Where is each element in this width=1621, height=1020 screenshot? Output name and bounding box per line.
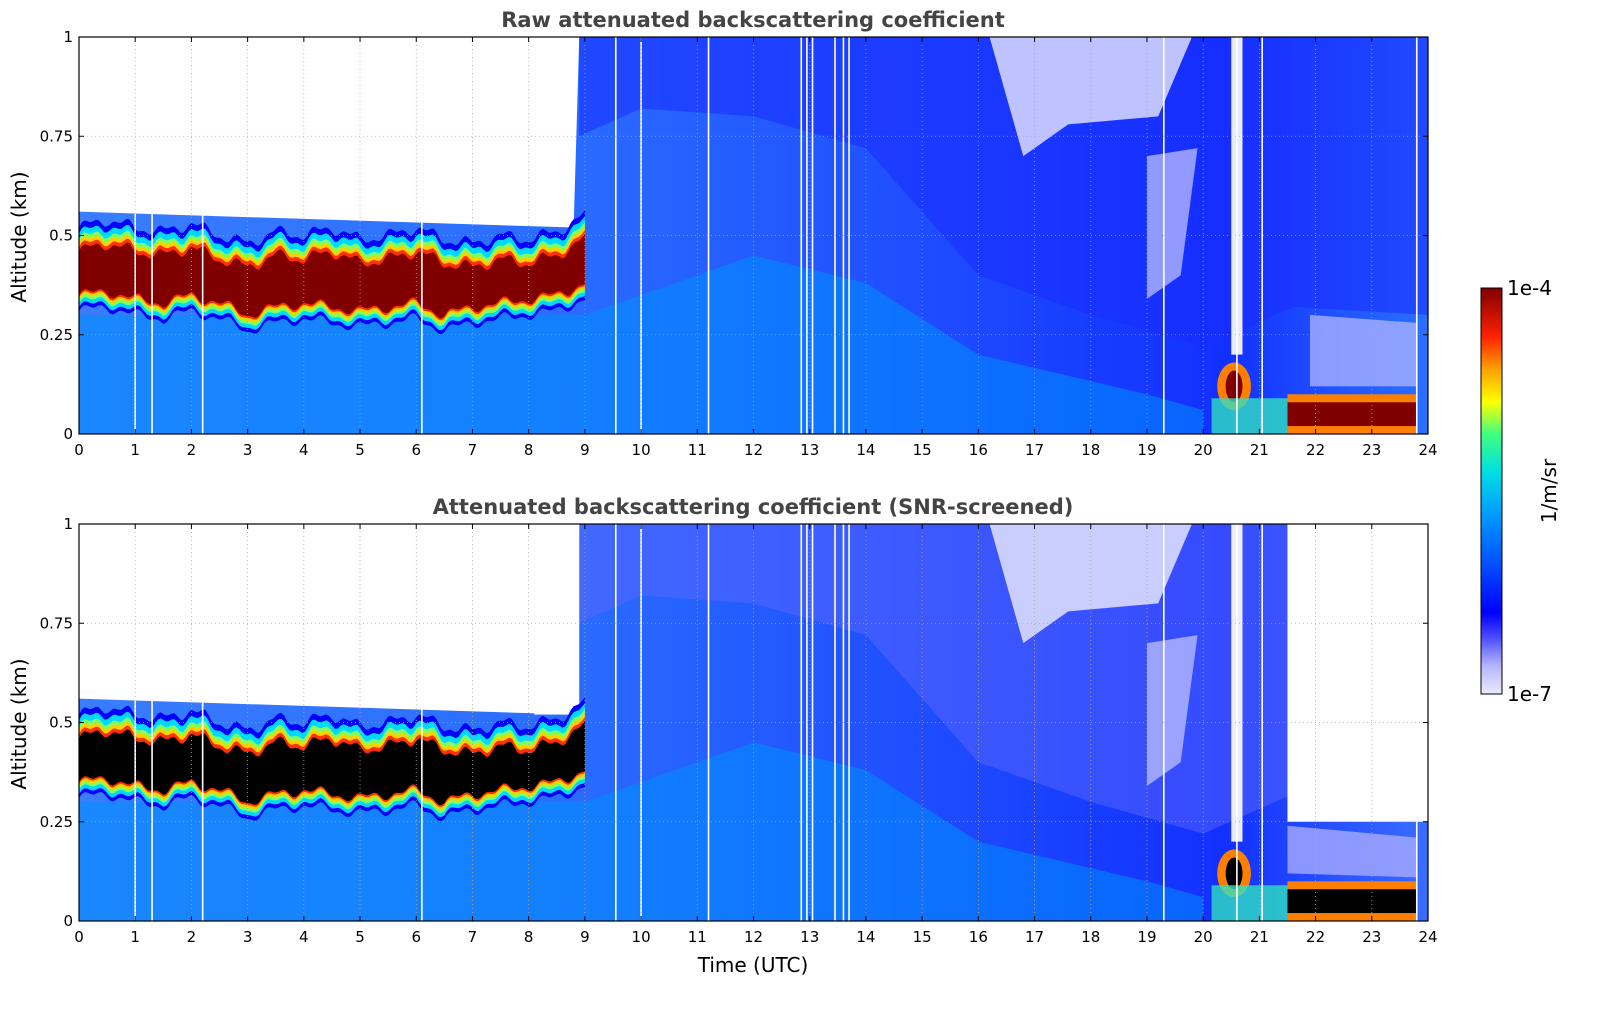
snr-screened-panel: Attenuated backscattering coefficient (S… xyxy=(7,495,1438,977)
colorbar-gradient xyxy=(1480,287,1503,695)
fog-blob xyxy=(1225,370,1243,403)
x-tick-label: 7 xyxy=(468,928,478,946)
colorbar-max-label: 1e-4 xyxy=(1507,276,1552,300)
x-tick-label: 0 xyxy=(74,441,84,459)
x-tick-label: 24 xyxy=(1418,441,1437,459)
x-tick-label: 21 xyxy=(1250,928,1269,946)
layer-core xyxy=(79,233,585,319)
x-tick-label: 9 xyxy=(580,928,590,946)
no-data-region xyxy=(534,524,580,715)
x-tick-label: 0 xyxy=(74,928,84,946)
y-tick-label: 0.75 xyxy=(40,614,73,632)
clear-region xyxy=(1287,825,1417,878)
y-tick-label: 1 xyxy=(63,28,73,46)
no-data-region xyxy=(1287,524,1428,822)
x-tick-label: 16 xyxy=(969,441,988,459)
y-tick-label: 0.75 xyxy=(40,127,73,145)
x-tick-label: 23 xyxy=(1362,928,1381,946)
x-tick-label: 3 xyxy=(243,928,253,946)
clear-region xyxy=(989,37,1192,157)
x-tick-label: 4 xyxy=(299,441,309,459)
x-tick-label: 1 xyxy=(130,928,140,946)
x-tick-label: 20 xyxy=(1194,928,1213,946)
y-tick-label: 0.5 xyxy=(49,714,73,732)
x-tick-label: 13 xyxy=(800,441,819,459)
x-tick-label: 3 xyxy=(243,441,253,459)
y-tick-label: 0.25 xyxy=(40,326,73,344)
x-tick-label: 12 xyxy=(744,441,763,459)
x-tick-label: 17 xyxy=(1025,928,1044,946)
y-tick-label: 1 xyxy=(63,515,73,533)
clear-region xyxy=(1146,635,1198,787)
colorbar-label: 1/m/sr xyxy=(1537,458,1561,523)
y-axis-label: Altitude (km) xyxy=(7,658,31,789)
clear-region xyxy=(1309,314,1417,387)
x-tick-label: 11 xyxy=(688,441,707,459)
x-tick-label: 9 xyxy=(580,441,590,459)
plot-area: 0 1 2 3 4 5 6 7 8 9 10 11 12 13 14 15 16 17 18 19 20 21 22 23 24… xyxy=(40,515,1438,946)
y-tick-label: 0 xyxy=(63,425,73,443)
x-tick-label: 2 xyxy=(187,928,197,946)
panel-title: Raw attenuated backscattering coefficien… xyxy=(501,8,1005,32)
noise-region xyxy=(579,37,1428,347)
x-tick-label: 19 xyxy=(1137,441,1156,459)
clear-region xyxy=(1146,148,1198,300)
panel-title: Attenuated backscattering coefficient (S… xyxy=(433,495,1074,519)
y-tick-label: 0 xyxy=(63,912,73,930)
x-tick-label: 7 xyxy=(468,441,478,459)
x-tick-label: 17 xyxy=(1025,441,1044,459)
noise-region xyxy=(579,524,1428,834)
x-tick-label: 6 xyxy=(411,928,421,946)
x-tick-label: 18 xyxy=(1081,928,1100,946)
clear-region xyxy=(989,524,1192,644)
raw-backscatter-panel: Raw attenuated backscattering coefficien… xyxy=(7,8,1438,459)
low-layer-core xyxy=(1287,402,1417,427)
plot-area: 0 1 2 3 4 5 6 7 8 9 10 11 12 13 14 15 16 17 18 19 20 21 22 23 24… xyxy=(40,28,1438,459)
fog-blob xyxy=(1225,857,1243,890)
x-tick-label: 14 xyxy=(856,928,875,946)
x-tick-label: 11 xyxy=(688,928,707,946)
x-tick-label: 12 xyxy=(744,928,763,946)
x-tick-label: 8 xyxy=(524,928,534,946)
x-tick-label: 4 xyxy=(299,928,309,946)
data-gap-band xyxy=(1231,37,1243,355)
layer-core xyxy=(79,720,585,806)
x-tick-label: 22 xyxy=(1306,928,1325,946)
x-tick-label: 10 xyxy=(632,441,651,459)
x-tick-label: 14 xyxy=(856,441,875,459)
x-axis-label: Time (UTC) xyxy=(697,953,809,977)
y-axis-label: Altitude (km) xyxy=(7,171,31,302)
x-tick-label: 22 xyxy=(1306,441,1325,459)
x-tick-label: 2 xyxy=(187,441,197,459)
data-gap-band xyxy=(1231,524,1243,842)
x-tick-label: 15 xyxy=(913,928,932,946)
x-tick-label: 24 xyxy=(1418,928,1437,946)
low-layer-core xyxy=(1287,889,1417,914)
x-tick-label: 6 xyxy=(411,441,421,459)
x-tick-label: 23 xyxy=(1362,441,1381,459)
x-tick-label: 21 xyxy=(1250,441,1269,459)
colorbar: 1e-4 1e-7 1/m/sr xyxy=(1480,276,1561,706)
y-tick-label: 0.5 xyxy=(49,227,73,245)
x-tick-label: 5 xyxy=(355,441,365,459)
x-tick-label: 15 xyxy=(913,441,932,459)
x-tick-label: 13 xyxy=(800,928,819,946)
surface-layer xyxy=(1211,398,1288,434)
y-tick-label: 0.25 xyxy=(40,813,73,831)
x-tick-label: 1 xyxy=(130,441,140,459)
x-tick-label: 20 xyxy=(1194,441,1213,459)
x-tick-label: 10 xyxy=(632,928,651,946)
x-tick-label: 16 xyxy=(969,928,988,946)
x-tick-label: 19 xyxy=(1137,928,1156,946)
colorbar-min-label: 1e-7 xyxy=(1507,682,1552,706)
surface-layer xyxy=(1211,885,1288,921)
x-tick-label: 18 xyxy=(1081,441,1100,459)
x-tick-label: 5 xyxy=(355,928,365,946)
x-tick-label: 8 xyxy=(524,441,534,459)
